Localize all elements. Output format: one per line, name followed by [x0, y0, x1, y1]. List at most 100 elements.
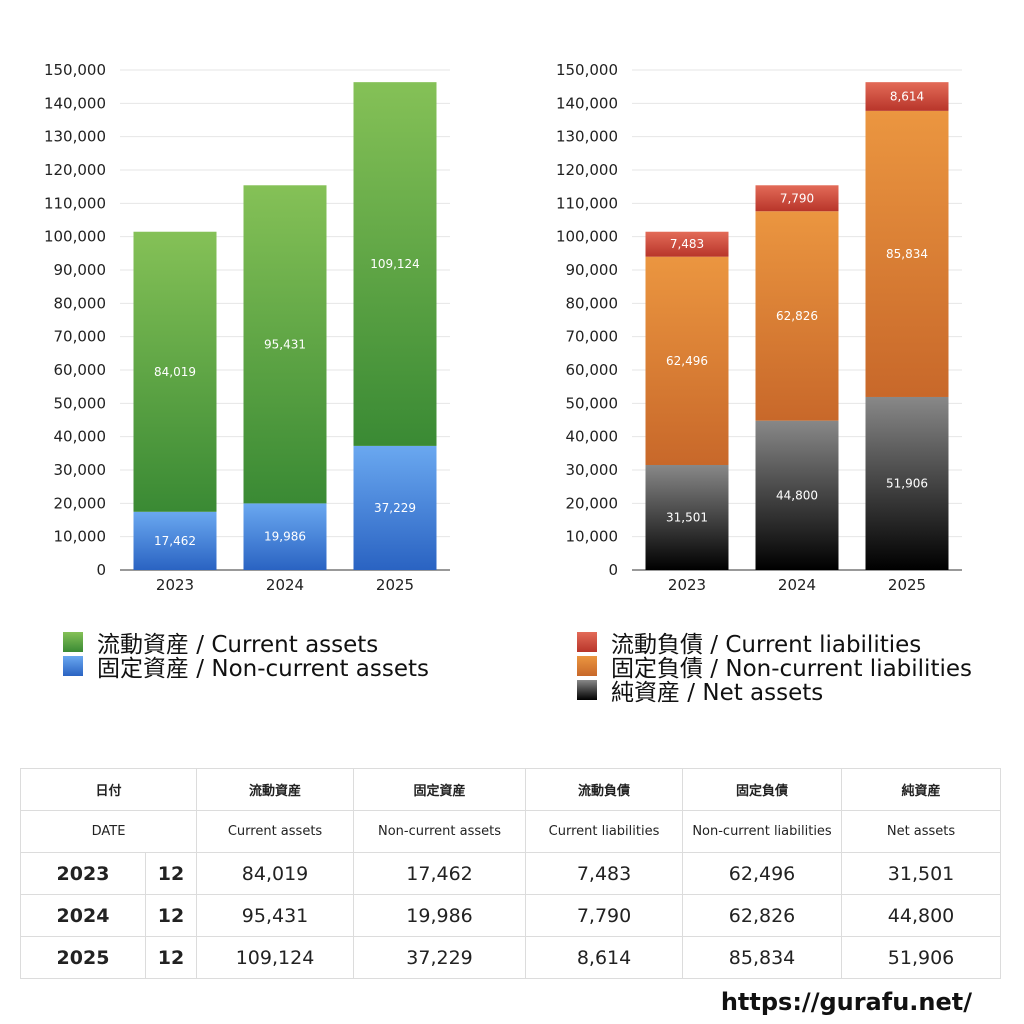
- th-cl-en: Current liabilities: [525, 810, 684, 853]
- cell-cl: 8,614: [525, 936, 684, 979]
- cell-ncl: 62,496: [682, 852, 843, 895]
- data-label: 37,229: [374, 501, 416, 515]
- th-cl-jp: 流動負債: [525, 768, 684, 811]
- y-tick-label: 10,000: [566, 528, 619, 546]
- bar-current-assets-2023: [133, 231, 217, 512]
- y-tick-label: 150,000: [556, 61, 618, 79]
- data-label: 85,834: [886, 247, 928, 261]
- data-label: 7,790: [780, 191, 814, 205]
- y-tick-label: 110,000: [44, 194, 106, 212]
- cell-cl: 7,483: [525, 852, 684, 895]
- liabilities-chart: 0 10,000 20,000 30,000 40,000 50,000 60,000 70,…: [556, 61, 962, 594]
- y-tick-label: 120,000: [556, 161, 618, 179]
- th-date-en: DATE: [19, 810, 198, 853]
- bar-current-liabilities-2025: [865, 82, 949, 111]
- cell-ncl: 62,826: [682, 894, 843, 937]
- assets-chart: 0 10,000 20,000 30,000 40,000 50,000 60,000 70,…: [44, 61, 450, 594]
- bar-current-liabilities-2023: [645, 231, 729, 257]
- legend-swatch-noncurrent-assets: [63, 656, 83, 676]
- x-tick-label: 2023: [156, 576, 194, 594]
- y-tick-label: 80,000: [54, 294, 107, 312]
- legend-swatch-current-assets: [63, 632, 83, 652]
- y-tick-label: 150,000: [44, 61, 106, 79]
- y-tick-label: 70,000: [54, 328, 107, 346]
- bar-current-assets-2024: [243, 185, 327, 504]
- data-label: 84,019: [154, 365, 196, 379]
- data-label: 62,826: [776, 309, 818, 323]
- data-label: 51,906: [886, 476, 928, 490]
- bar-non-current-assets-2024: [243, 503, 327, 570]
- legend-swatch-net-assets: [577, 680, 597, 700]
- legend-swatch-current-liabilities: [577, 632, 597, 652]
- table-row: 2023 12 84,019 17,462 7,483 62,496 31,50…: [20, 852, 1002, 895]
- cell-na: 44,800: [841, 894, 1002, 937]
- liabilities-legend: 流動負債 / Current liabilities 固定負債 / Non-cu…: [577, 630, 972, 706]
- x-tick-label: 2023: [668, 576, 706, 594]
- legend-item-current-liabilities: 流動負債 / Current liabilities: [577, 630, 972, 658]
- legend-label-current-liabilities: 流動負債 / Current liabilities: [611, 632, 922, 658]
- cell-na: 31,501: [841, 852, 1002, 895]
- legend-item-net-assets: 純資産 / Net assets: [577, 678, 972, 706]
- th-nca-jp: 固定資産: [353, 768, 527, 811]
- table-row: 2024 12 95,431 19,986 7,790 62,826 44,80…: [20, 894, 1002, 937]
- y-tick-label: 80,000: [566, 294, 619, 312]
- y-tick-label: 20,000: [54, 494, 107, 512]
- legend-label-current-assets: 流動資産 / Current assets: [97, 632, 379, 658]
- bar-net-assets-2025: [865, 396, 949, 570]
- th-na-en: Net assets: [841, 810, 1002, 853]
- y-tick-label: 0: [96, 561, 106, 579]
- y-tick-label: 90,000: [54, 261, 107, 279]
- bar-non-current-liabilities-2024: [755, 211, 839, 421]
- x-tick-label: 2024: [266, 576, 304, 594]
- cell-month: 12: [144, 894, 198, 937]
- y-tick-label: 140,000: [556, 94, 618, 112]
- cell-na: 51,906: [841, 936, 1002, 979]
- th-date-jp: 日付: [19, 768, 198, 811]
- table-header-jp: 日付 流動資産 固定資産 流動負債 固定負債 純資産: [19, 768, 1002, 811]
- y-tick-label: 40,000: [566, 428, 619, 446]
- y-tick-label: 60,000: [54, 361, 107, 379]
- y-tick-label: 110,000: [556, 194, 618, 212]
- legend-label-noncurrent-liabilities: 固定負債 / Non-current liabilities: [611, 656, 972, 682]
- y-tick-label: 50,000: [566, 394, 619, 412]
- th-ca-en: Current assets: [196, 810, 355, 853]
- x-tick-label: 2025: [376, 576, 414, 594]
- bar-non-current-liabilities-2023: [645, 256, 729, 465]
- bar-net-assets-2023: [645, 464, 729, 570]
- y-tick-label: 140,000: [44, 94, 106, 112]
- y-tick-label: 30,000: [566, 461, 619, 479]
- x-tick-label: 2025: [888, 576, 926, 594]
- data-label: 7,483: [670, 237, 704, 251]
- cell-nca: 17,462: [353, 852, 527, 895]
- data-label: 31,501: [666, 510, 708, 524]
- y-tick-label: 0: [608, 561, 618, 579]
- cell-year: 2023: [20, 852, 146, 895]
- y-tick-label: 120,000: [44, 161, 106, 179]
- y-tick-label: 10,000: [54, 528, 107, 546]
- th-ca-jp: 流動資産: [196, 768, 355, 811]
- data-label: 95,431: [264, 337, 306, 351]
- assets-legend: 流動資産 / Current assets 固定資産 / Non-current…: [63, 630, 429, 682]
- bar-non-current-assets-2025: [353, 445, 437, 570]
- data-label: 8,614: [890, 90, 924, 104]
- x-tick-label: 2024: [778, 576, 816, 594]
- th-na-jp: 純資産: [841, 768, 1002, 811]
- cell-month: 12: [144, 852, 198, 895]
- th-nca-en: Non-current assets: [353, 810, 527, 853]
- legend-item-noncurrent-liabilities: 固定負債 / Non-current liabilities: [577, 654, 972, 682]
- th-ncl-en: Non-current liabilities: [682, 810, 843, 853]
- cell-year: 2024: [20, 894, 146, 937]
- cell-ca: 95,431: [196, 894, 355, 937]
- th-ncl-jp: 固定負債: [682, 768, 843, 811]
- site-url: https://gurafu.net/: [720, 988, 972, 1016]
- legend-swatch-noncurrent-liabilities: [577, 656, 597, 676]
- cell-year: 2025: [20, 936, 146, 979]
- y-tick-label: 90,000: [566, 261, 619, 279]
- y-tick-label: 130,000: [44, 128, 106, 146]
- bar-current-liabilities-2024: [755, 185, 839, 212]
- y-tick-label: 20,000: [566, 494, 619, 512]
- data-label: 44,800: [776, 488, 818, 502]
- table-row: 2025 12 109,124 37,229 8,614 85,834 51,9…: [20, 936, 1002, 979]
- cell-nca: 19,986: [353, 894, 527, 937]
- bar-non-current-liabilities-2025: [865, 110, 949, 397]
